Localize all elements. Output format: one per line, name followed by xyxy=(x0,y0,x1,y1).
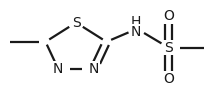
Text: N: N xyxy=(130,25,141,39)
Text: O: O xyxy=(163,72,174,86)
Text: O: O xyxy=(163,9,174,23)
Text: S: S xyxy=(72,16,80,30)
Text: N: N xyxy=(89,62,99,76)
Text: S: S xyxy=(164,41,173,55)
Text: H: H xyxy=(130,15,141,29)
Text: N: N xyxy=(53,62,63,76)
